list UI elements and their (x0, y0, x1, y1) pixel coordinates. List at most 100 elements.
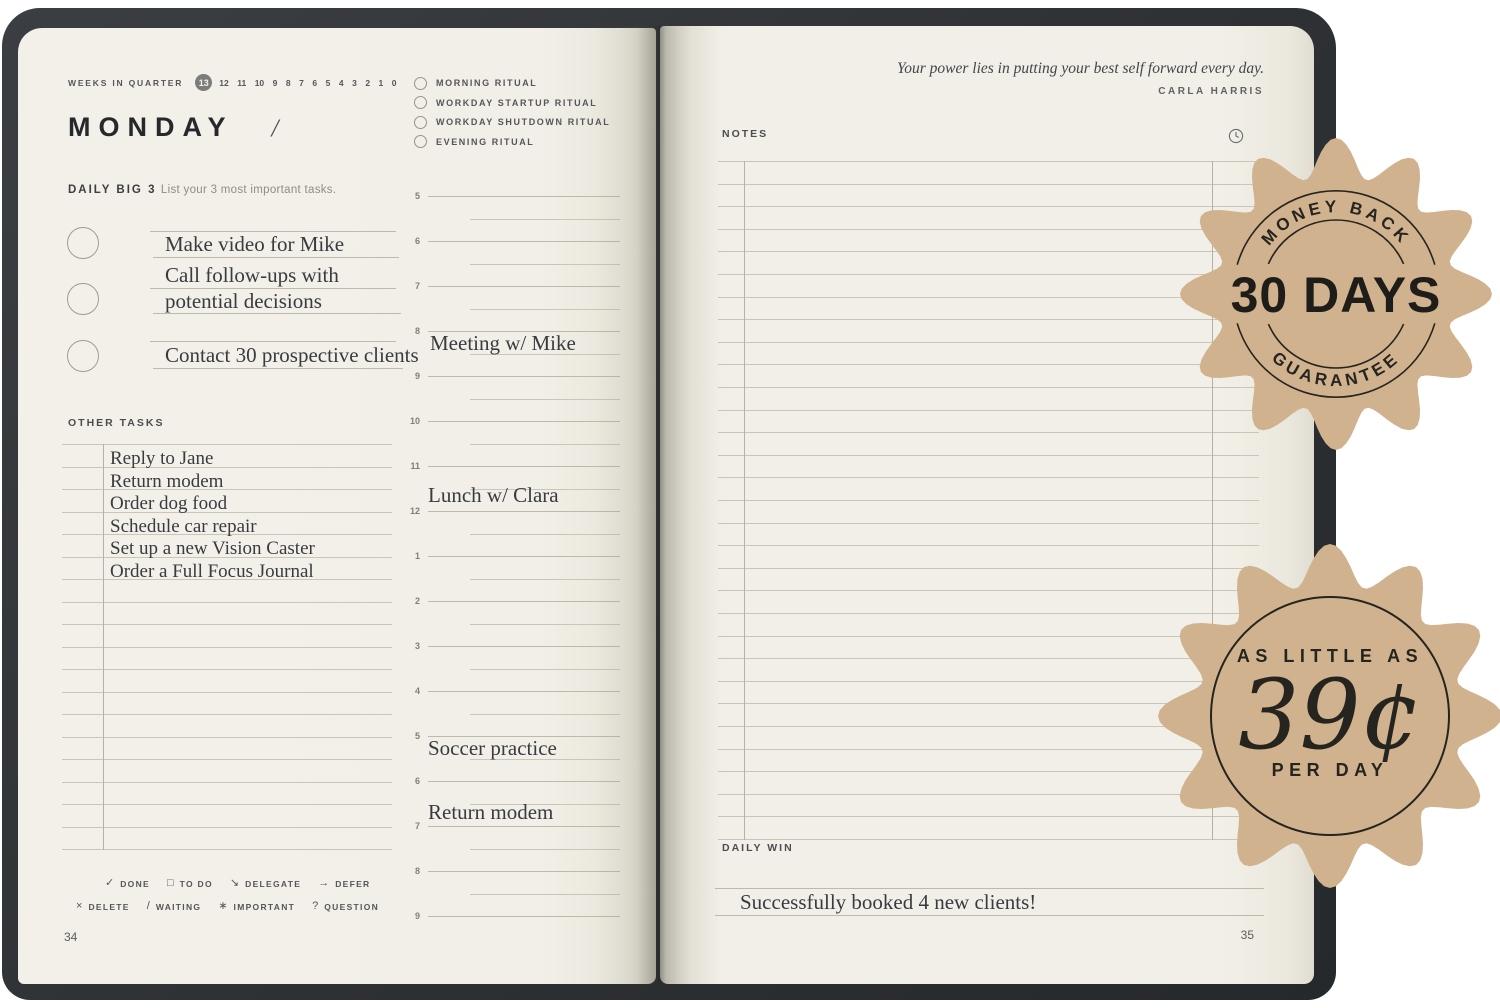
notes-line (718, 635, 1259, 637)
legend-label: WAITING (155, 901, 202, 912)
schedule-half-hour-line (470, 623, 620, 625)
legend-item: → DEFER (318, 878, 370, 889)
schedule-hour-number: 12 (409, 506, 420, 516)
other-task-entry: Set up a new Vision Caster (110, 538, 315, 559)
schedule-hour-line (428, 871, 620, 872)
big3-task-text: Contact 30 prospective clients (165, 343, 419, 367)
ritual-checkbox-circle (414, 96, 427, 109)
square-icon: □ (166, 877, 174, 889)
date-slash: / (271, 115, 279, 142)
legend-item: × DELETE (76, 901, 130, 912)
legend-row-2: × DELETE / WAITING ∗ IMPORTANT? QUESTION (76, 901, 379, 912)
other-tasks-line (62, 759, 392, 760)
schedule-hour-line (428, 826, 620, 827)
legend-label: DELEGATE (245, 878, 302, 889)
schedule-half-hour-line (470, 713, 620, 715)
week-number: 2 (365, 77, 371, 88)
day-title: MONDAY (68, 112, 234, 142)
price-per-day-badge: AS LITTLE AS 39¢ PER DAY (1158, 544, 1500, 888)
week-number: 3 (352, 77, 357, 88)
other-tasks-line (62, 489, 392, 490)
schedule-entry: Return modem (428, 800, 554, 824)
schedule-half-hour-line (470, 578, 620, 580)
schedule-half-hour-line (470, 668, 620, 670)
current-week-badge: 13 (195, 74, 213, 91)
planner-right-page: Your power lies in putting your best sel… (660, 26, 1314, 984)
weeks-in-quarter-label: WEEKS IN QUARTER (68, 77, 184, 88)
big3-task-text: Call follow-ups with (165, 263, 339, 287)
other-tasks-line (62, 781, 392, 783)
schedule-hour-line (428, 376, 620, 377)
legend-row-1: ✓ DONE □ TO DO ↘ DELEGATE → DEFER (105, 878, 371, 889)
daily-big3-hint: List your 3 most important tasks. (160, 184, 337, 196)
week-number: 1 (378, 77, 384, 88)
other-task-entry: Order dog food (110, 493, 228, 514)
day-header: MONDAY / (68, 112, 278, 143)
other-task-entry: Reply to Jane (110, 448, 214, 469)
schedule-half-hour-line (470, 893, 620, 895)
notes-line (718, 613, 1259, 614)
schedule-hour-line (428, 646, 620, 647)
quote-author: CARLA HARRIS (1158, 86, 1264, 97)
money-back-guarantee-badge: MONEY BACK 30 DAYS GUARANTEE (1180, 138, 1492, 450)
big3-checkbox (67, 340, 99, 372)
week-countdown-numbers: 12 11 10 9 8 7 6 5 4 3 2 1 0 (219, 78, 405, 88)
legend-item: ? QUESTION (312, 901, 379, 912)
notes-line (718, 793, 1259, 795)
week-number: 7 (299, 77, 304, 88)
schedule-hour-line (428, 286, 620, 287)
other-tasks-line (62, 624, 392, 625)
notes-line (718, 161, 1259, 162)
schedule-hour-number: 8 (414, 866, 420, 876)
legend-label: TO DO (179, 878, 213, 889)
legend-item: ✓ DONE (105, 878, 150, 889)
planner-left-page: WEEKS IN QUARTER 13 12 11 10 9 8 7 6 5 4 3 2 1 0 MON… (18, 28, 656, 984)
legend-label: DEFER (335, 878, 371, 889)
schedule-hour-line (428, 601, 620, 602)
schedule-half-hour-line (470, 758, 620, 760)
notes-line (718, 477, 1259, 479)
schedule-hour-number: 8 (414, 326, 420, 336)
notes-line (718, 364, 1259, 366)
ritual-label: WORKDAY STARTUP RITUAL (436, 97, 598, 108)
quote-text: Your power lies in putting your best sel… (897, 60, 1264, 77)
ritual-row: EVENING RITUAL (414, 135, 534, 149)
schedule-half-hour-line (470, 263, 620, 265)
big3-checkbox (67, 283, 99, 315)
notes-line (718, 522, 1259, 524)
week-number: 9 (272, 77, 278, 88)
other-tasks-line (62, 556, 392, 558)
clock-icon (1228, 128, 1244, 144)
other-tasks-line (62, 826, 392, 828)
notes-line (718, 251, 1259, 253)
ritual-checkbox-circle (414, 135, 427, 148)
ritual-row: MORNING RITUAL (414, 76, 537, 90)
price-badge-top-text: AS LITTLE AS (1237, 646, 1423, 666)
other-task-entry: Return modem (110, 470, 224, 492)
legend-label: IMPORTANT (233, 901, 296, 912)
notes-line (718, 500, 1259, 501)
schedule-half-hour-line (470, 803, 620, 805)
schedule-hour-line (428, 736, 620, 737)
big3-task-text: potential decisions (165, 289, 322, 313)
other-task-entry: Order a Full Focus Journal (110, 560, 314, 582)
schedule-hour-line (428, 466, 620, 467)
ritual-label: WORKDAY SHUTDOWN RITUAL (436, 117, 611, 127)
notes-line (718, 206, 1259, 208)
schedule-hour-line (428, 331, 620, 332)
schedule-half-hour-line (470, 533, 620, 535)
notes-line (718, 387, 1259, 388)
big3-task-text: Make video for Mike (165, 232, 345, 256)
schedule-hour-number: 6 (414, 776, 420, 786)
other-tasks-line (62, 444, 392, 445)
schedule-hour-number: 5 (414, 191, 420, 201)
badge-seal-shape (1180, 138, 1492, 450)
ritual-label: EVENING RITUAL (436, 136, 535, 147)
notes-line (718, 839, 1259, 840)
schedule-hour-number: 4 (414, 686, 420, 696)
other-tasks-line (62, 579, 392, 580)
schedule-hour-number: 6 (414, 236, 420, 246)
week-number: 8 (285, 77, 291, 88)
schedule-half-hour-line (470, 848, 620, 850)
